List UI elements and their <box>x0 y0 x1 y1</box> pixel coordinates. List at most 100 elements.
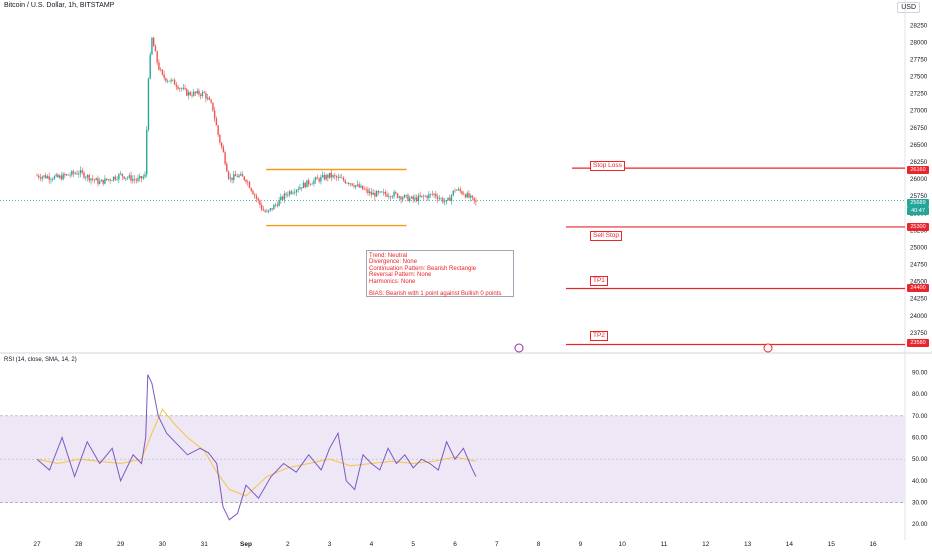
candle-body <box>452 190 454 196</box>
symbol-title: Bitcoin / U.S. Dollar, 1h, BITSTAMP <box>4 2 115 9</box>
candle-body <box>379 191 381 193</box>
candle-body <box>201 92 204 96</box>
candle-body <box>464 194 467 198</box>
time-axis-tick-label: 30 <box>159 541 167 548</box>
candle-body <box>266 211 268 213</box>
candle-body <box>48 176 50 180</box>
candle-body <box>67 174 70 176</box>
candle-body <box>50 179 52 180</box>
candle-body <box>126 177 129 179</box>
candle-body <box>133 178 136 180</box>
candle-body <box>116 179 118 180</box>
candle-body <box>389 196 392 198</box>
currency-badge[interactable]: USD <box>897 2 920 13</box>
price-axis-tick-label: 26500 <box>910 142 928 149</box>
candle-body <box>281 196 284 200</box>
candle-body <box>217 125 219 135</box>
rsi-axis-tick-label: 30.00 <box>912 500 928 507</box>
candle-body <box>447 197 449 201</box>
candle-body <box>417 195 420 202</box>
candle-body <box>114 176 117 180</box>
candle-body <box>198 90 200 95</box>
candle-body <box>325 174 327 180</box>
rsi-axis-tick-label: 20.00 <box>912 521 928 528</box>
candle-body <box>257 198 259 201</box>
candle-body <box>196 90 198 94</box>
candle-body <box>252 190 254 195</box>
candle-body <box>304 182 306 188</box>
candle-body <box>224 152 226 164</box>
candle-body <box>248 182 251 189</box>
candle-body <box>206 97 209 99</box>
candle-body <box>454 190 456 192</box>
candle-body <box>166 80 169 82</box>
candle-body <box>415 197 418 202</box>
candle-body <box>306 180 308 188</box>
candle-body <box>65 174 68 176</box>
candle-body <box>409 198 411 201</box>
time-axis-tick-label: 29 <box>117 541 125 548</box>
candle-body <box>90 178 92 181</box>
countdown-badge: 40:47 <box>907 207 929 215</box>
candle-body <box>57 174 59 178</box>
candle-body <box>212 102 214 111</box>
time-axis-tick-label: 5 <box>411 541 415 548</box>
candle-body <box>53 176 56 180</box>
candle-body <box>119 173 122 175</box>
candle-body <box>459 189 461 192</box>
time-axis-tick-label: 9 <box>579 541 583 548</box>
candle-body <box>426 195 428 199</box>
candle-body <box>264 210 266 212</box>
candle-body <box>55 174 57 177</box>
rsi-axis-tick-label: 40.00 <box>912 478 928 485</box>
candle-body <box>147 78 150 130</box>
candle-body <box>428 194 430 199</box>
candle-body <box>435 193 437 197</box>
candle-body <box>128 175 131 178</box>
candle-body <box>450 195 453 201</box>
candle-body <box>177 86 179 89</box>
candle-body <box>424 195 427 197</box>
candle-body <box>407 194 409 201</box>
sell-stop-label: Sell Stop <box>590 231 623 241</box>
candle-body <box>274 204 277 206</box>
flag-icon <box>763 343 773 353</box>
candle-body <box>238 175 240 177</box>
candle-body <box>330 172 333 178</box>
candle-body <box>457 189 460 191</box>
candle-body <box>377 191 380 193</box>
candle-body <box>433 193 435 195</box>
candle-body <box>130 175 132 181</box>
candle-body <box>200 94 202 96</box>
candle-body <box>301 187 303 189</box>
candle-body <box>429 193 432 195</box>
candle-body <box>149 54 151 79</box>
candle-body <box>213 110 216 119</box>
candle-body <box>414 197 416 200</box>
time-axis-tick-label: 3 <box>328 541 332 548</box>
candle-body <box>99 181 101 184</box>
price-axis-tick-label: 24000 <box>910 313 928 320</box>
candle-body <box>302 182 305 189</box>
candle-body <box>107 179 110 181</box>
candle-body <box>112 176 115 181</box>
time-axis-tick-label: 12 <box>702 541 710 548</box>
candle-body <box>299 187 301 190</box>
candle-body <box>348 182 350 184</box>
candle-body <box>438 198 441 200</box>
candle-body <box>463 193 465 195</box>
candle-body <box>374 192 376 197</box>
candle-body <box>76 173 78 175</box>
candle-body <box>250 188 252 191</box>
candle-body <box>142 176 144 179</box>
candle-body <box>334 175 336 177</box>
candle-body <box>39 177 42 179</box>
candle-body <box>309 184 312 185</box>
candle-body <box>269 208 272 211</box>
candle-body <box>102 179 104 184</box>
candle-body <box>363 189 366 190</box>
candle-body <box>71 171 73 176</box>
time-axis-tick-label: 7 <box>495 541 499 548</box>
